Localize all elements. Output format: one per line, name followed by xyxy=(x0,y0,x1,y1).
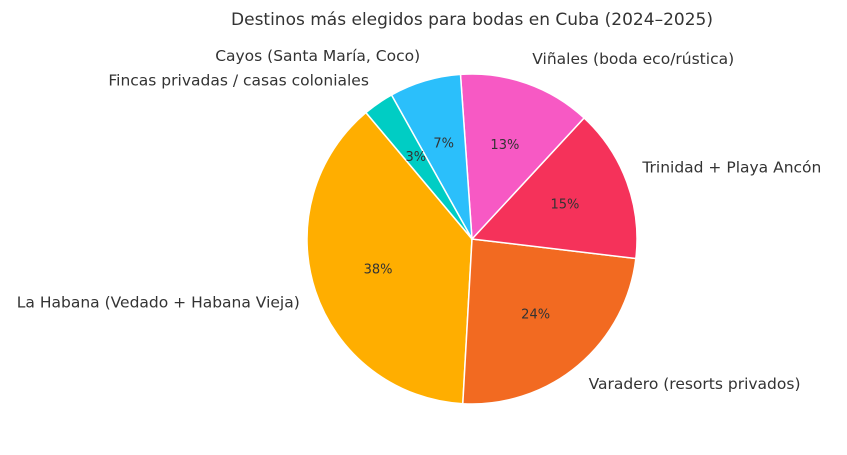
pie-slices xyxy=(306,73,638,405)
pie-slice xyxy=(459,73,586,241)
slice-percent-label: 15% xyxy=(550,197,579,212)
pie-slice xyxy=(461,238,637,405)
pie-slice xyxy=(470,116,638,260)
slice-label: Fincas privadas / casas coloniales xyxy=(108,72,369,90)
slice-label: Viñales (boda eco/rústica) xyxy=(532,50,734,68)
slice-label: La Habana (Vedado + Habana Vieja) xyxy=(17,293,300,311)
slice-percent-label: 7% xyxy=(433,137,454,152)
slice-label: Cayos (Santa María, Coco) xyxy=(215,47,420,65)
slice-percent-label: 24% xyxy=(521,307,550,322)
pie-slice xyxy=(306,111,473,405)
pie-slice xyxy=(364,93,473,240)
slice-percent-label: 3% xyxy=(405,150,426,165)
slice-percent-label: 38% xyxy=(364,263,393,278)
slice-percent-label: 13% xyxy=(490,138,519,153)
pie-labels: La Habana (Vedado + Habana Vieja) 38% Vara… xyxy=(17,47,822,393)
chart-title: Destinos más elegidos para bodas en Cuba… xyxy=(231,10,713,30)
slice-label: Trinidad + Playa Ancón xyxy=(641,158,821,176)
slice-label: Varadero (resorts privados) xyxy=(589,375,801,393)
